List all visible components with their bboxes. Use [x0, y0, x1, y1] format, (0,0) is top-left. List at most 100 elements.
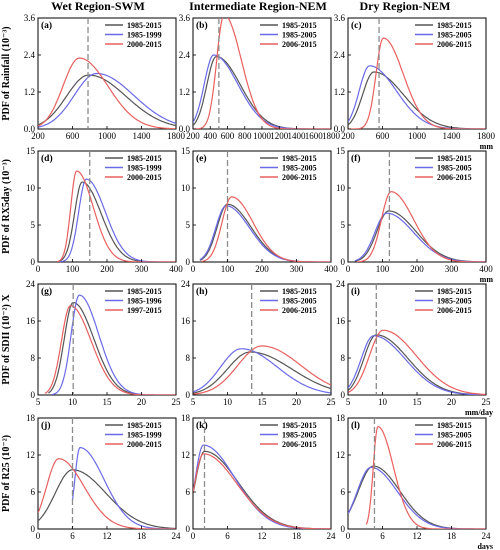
legend-entry: 1985-2005: [437, 431, 472, 440]
y-tick-label: 0: [186, 524, 191, 534]
series-line: [365, 426, 486, 529]
x-tick-label: 25: [172, 397, 182, 407]
x-tick-label: 300: [135, 264, 149, 274]
curve-group: [38, 57, 176, 129]
legend-entry: 2000-2015: [127, 440, 162, 449]
curve-group: [348, 37, 486, 129]
series-line: [348, 71, 486, 129]
y-tick-label: 15: [26, 146, 36, 156]
panel-label: (l): [351, 420, 360, 431]
y-tick-label: 2.4: [24, 50, 36, 60]
legend-entry: 1985-2005: [282, 431, 317, 440]
curve-group: [193, 18, 331, 129]
curve-group: [193, 444, 331, 529]
unit-label: days: [477, 542, 493, 550]
y-tick-label: 0: [341, 524, 346, 534]
curve-group: [348, 329, 486, 395]
legend-entry: 1985-1999: [127, 164, 162, 173]
series-line: [193, 345, 331, 395]
x-tick-label: 0: [191, 531, 196, 541]
series-line: [58, 178, 176, 262]
x-tick-label: 1600: [305, 131, 324, 141]
legend-entry: 1985-2015: [127, 421, 162, 430]
x-tick-label: 300: [445, 264, 459, 274]
legend-entry: 1985-2015: [437, 421, 472, 430]
x-tick-label: 100: [221, 264, 235, 274]
y-tick-label: 6: [341, 487, 346, 497]
series-line: [348, 329, 486, 395]
legend-entry: 1985-2005: [282, 31, 317, 40]
x-tick-label: 18: [447, 531, 457, 541]
x-tick-label: 20: [447, 397, 457, 407]
x-tick-label: 24: [172, 531, 182, 541]
x-tick-label: 5: [36, 397, 41, 407]
panel-label: (i): [351, 286, 360, 297]
legend-entry: 1985-2015: [127, 21, 162, 30]
curve-group: [199, 196, 331, 262]
panel-h: 5 10 15 20 25 0 8 16 24 (h) 1985-20151985-20052006…: [181, 279, 336, 407]
y-tick-label: 0.0: [179, 124, 191, 134]
x-tick-label: 1800: [322, 131, 341, 141]
series-line: [354, 210, 486, 262]
x-tick-label: 12: [413, 531, 422, 541]
legend-entry: 1985-2015: [437, 154, 472, 163]
x-tick-label: 800: [238, 131, 252, 141]
panel-label: (k): [196, 420, 208, 431]
legend-entry: 2006-2015: [282, 440, 317, 449]
panel-label: (d): [41, 153, 53, 164]
legend-entry: 2000-2015: [127, 40, 162, 49]
row-ylabel: PDF of RX5day (10⁻³): [1, 159, 12, 254]
x-tick-label: 0: [191, 264, 196, 274]
y-tick-label: 10: [336, 183, 346, 193]
legend-entry: 2000-2015: [127, 173, 162, 182]
column-title-dry: Dry Region-NEM: [360, 0, 451, 13]
series-line: [48, 301, 176, 395]
x-tick-label: 18: [292, 531, 302, 541]
x-tick-label: 25: [482, 397, 492, 407]
panel-label: (g): [41, 286, 52, 297]
x-tick-label: 1400: [133, 131, 152, 141]
curve-group: [354, 191, 486, 262]
y-tick-label: 12: [26, 450, 35, 460]
x-tick-label: 1800: [167, 131, 186, 141]
y-tick-label: 0: [341, 257, 346, 267]
legend-entry: 2006-2015: [282, 173, 317, 182]
series-line: [356, 191, 486, 262]
series-line: [193, 450, 331, 529]
y-tick-label: 3.6: [334, 13, 346, 23]
series-line: [348, 334, 486, 395]
x-tick-label: 1400: [288, 131, 307, 141]
panel-a: 200 600 1000 1400 1800 0.0 1.2 2.4 3.6 (a) 1985-20…: [24, 13, 186, 141]
legend-entry: 2006-2015: [437, 40, 472, 49]
x-tick-label: 1000: [253, 131, 272, 141]
panel-label: (f): [351, 153, 361, 164]
panel-e: 0 100 200 300 400 0 5 10 15 (e) 1985-20151985-2005…: [181, 146, 338, 274]
x-tick-label: 10: [223, 397, 233, 407]
series-line: [56, 170, 176, 262]
y-tick-label: 18: [336, 413, 346, 423]
series-line: [348, 37, 486, 129]
y-tick-label: 0: [186, 390, 191, 400]
x-tick-label: 400: [324, 264, 338, 274]
x-tick-label: 100: [376, 264, 390, 274]
panel-d: 0 100 200 300 400 0 5 10 15 (d) 1985-20151985-1999…: [26, 146, 183, 274]
series-line: [38, 72, 176, 128]
y-tick-label: 1.2: [334, 87, 345, 97]
legend-entry: 1985-2015: [282, 21, 317, 30]
series-line: [44, 305, 176, 395]
legend-entry: 1985-1999: [127, 431, 162, 440]
x-tick-label: 300: [290, 264, 304, 274]
x-tick-label: 1000: [98, 131, 117, 141]
x-tick-label: 24: [482, 531, 492, 541]
panel-label: (b): [196, 20, 208, 31]
legend-entry: 1985-2015: [127, 287, 162, 296]
panel-k: 0 6 12 18 24 0 6 12 18 (k) 1985-20151985-20052006-…: [181, 413, 336, 541]
x-tick-label: 20: [137, 397, 147, 407]
legend-entry: 1985-2005: [437, 164, 472, 173]
y-tick-label: 1.2: [179, 87, 190, 97]
x-tick-label: 12: [103, 531, 112, 541]
legend-entry: 1985-2015: [282, 287, 317, 296]
column-title-intermediate: Intermediate Region-NEM: [189, 0, 327, 13]
